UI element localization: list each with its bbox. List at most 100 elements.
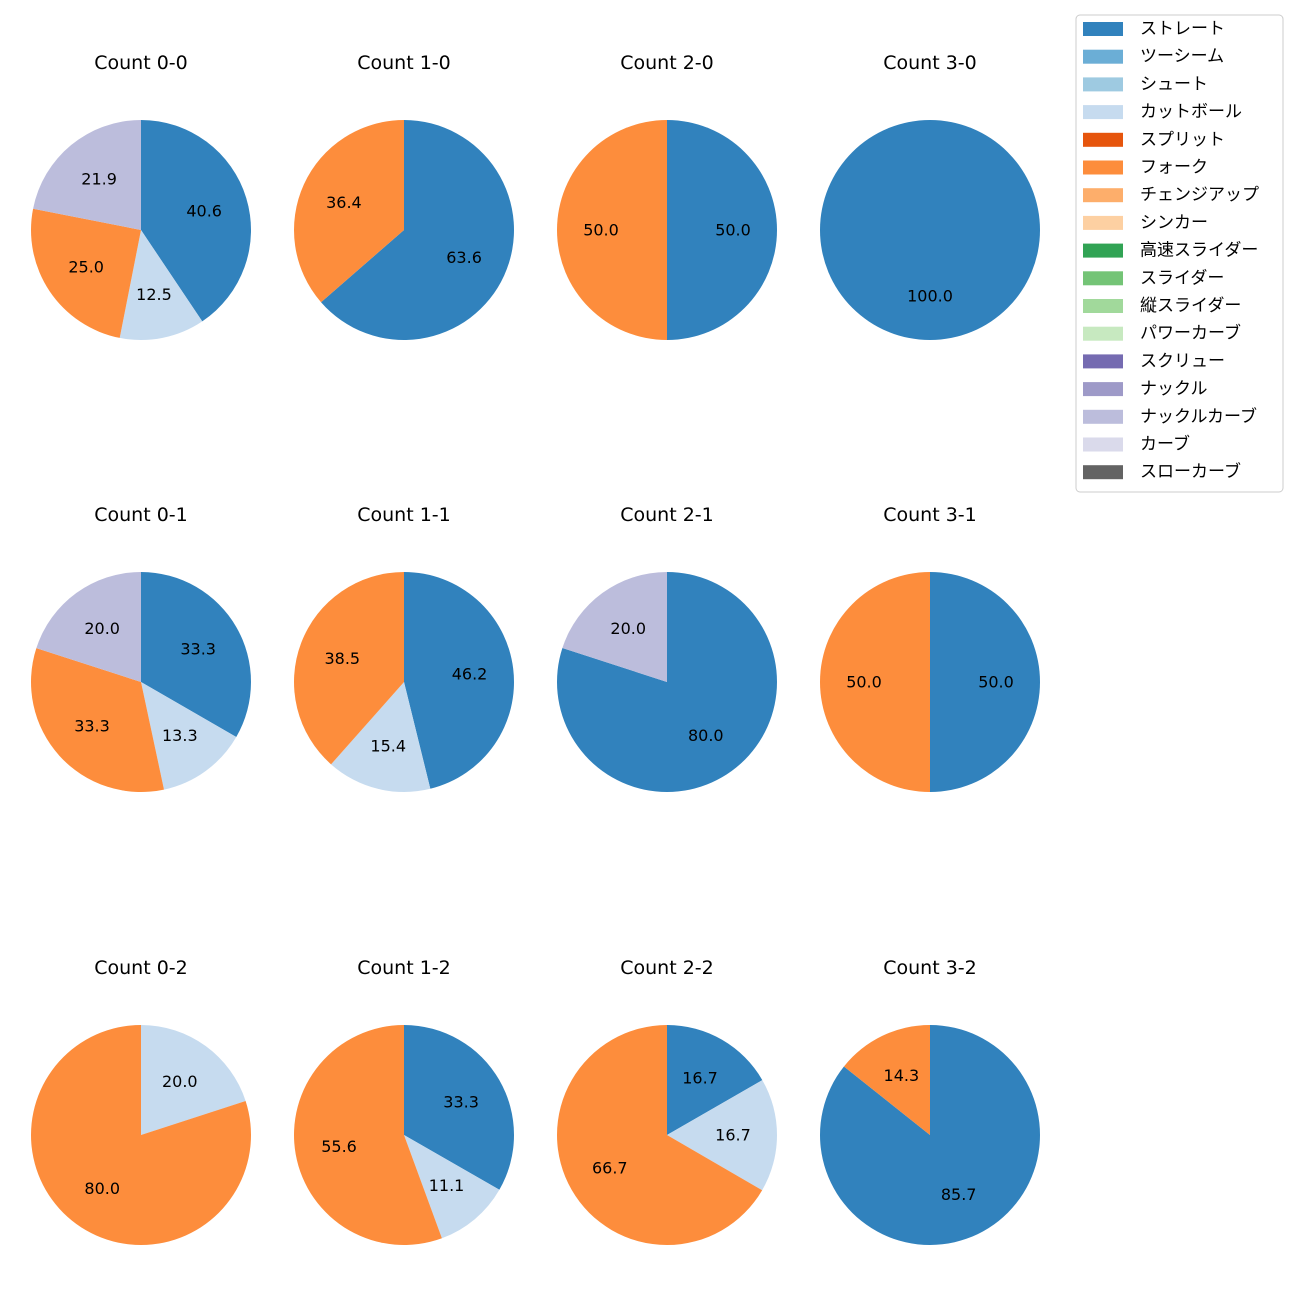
pie-count-3-1: Count 3-1 50.0 50.0 xyxy=(820,504,1040,792)
legend: ストレートツーシームシュートカットボールスプリットフォークチェンジアップシンカー… xyxy=(1075,14,1284,493)
pie-slice xyxy=(119,230,203,340)
pie-slice xyxy=(667,1025,763,1135)
legend-item: スライダー xyxy=(1083,268,1224,288)
pie-slice xyxy=(141,572,251,737)
slice-label: 100.0 xyxy=(907,287,953,306)
legend-item: カーブ xyxy=(1083,434,1190,455)
pie-count-1-1: Count 1-1 46.2 15.4 38.5 xyxy=(294,504,514,792)
pies-group: Count 0-0 40.6 12.5 25.0 21.9 Count 1-0 63.6 36… xyxy=(30,52,1040,1246)
pie-count-0-1: Count 0-1 33.3 13.3 33.3 20.0 xyxy=(30,504,251,792)
legend-item: スクリュー xyxy=(1083,351,1225,371)
slice-label: 55.6 xyxy=(321,1137,357,1156)
pie-slice xyxy=(820,572,930,792)
legend-swatch xyxy=(1083,326,1123,341)
pie-count-2-1: Count 2-1 80.0 20.0 xyxy=(557,504,777,792)
legend-item: シュート xyxy=(1083,74,1208,94)
slice-label: 13.3 xyxy=(162,726,198,745)
legend-item: パワーカーブ xyxy=(1083,323,1241,344)
legend-label: スローカーブ xyxy=(1140,461,1241,482)
pie-slice xyxy=(843,1025,930,1135)
legend-item: ナックル xyxy=(1083,379,1208,399)
legend-label: シュート xyxy=(1140,74,1208,94)
legend-label: ツーシーム xyxy=(1140,47,1224,67)
pie-title: Count 3-2 xyxy=(883,957,977,979)
pie-title: Count 2-1 xyxy=(620,504,714,526)
pie-title: Count 0-2 xyxy=(94,957,188,979)
slice-label: 50.0 xyxy=(978,673,1014,692)
pie-slice xyxy=(930,572,1040,792)
legend-swatch xyxy=(1083,382,1123,397)
legend-swatch xyxy=(1083,271,1123,286)
legend-swatch xyxy=(1083,105,1123,120)
pie-slice xyxy=(557,120,667,340)
slice-label: 12.5 xyxy=(136,285,172,304)
legend-label: パワーカーブ xyxy=(1140,323,1241,344)
pie-slice xyxy=(404,1025,514,1190)
pie-slice xyxy=(331,682,431,792)
slice-label: 11.1 xyxy=(429,1176,465,1195)
legend-swatch xyxy=(1083,354,1123,369)
slice-label: 36.4 xyxy=(326,193,362,212)
slice-label: 38.5 xyxy=(324,649,360,668)
pie-slice xyxy=(30,1025,251,1245)
legend-item: 縦スライダー xyxy=(1083,296,1241,316)
pie-count-0-2: Count 0-2 20.0 80.0 xyxy=(30,957,251,1245)
pie-count-1-0: Count 1-0 63.6 36.4 xyxy=(294,52,514,340)
pie-slice xyxy=(404,572,514,789)
slice-label: 16.7 xyxy=(715,1126,751,1145)
legend-label: カーブ xyxy=(1140,434,1190,455)
legend-item: 高速スライダー xyxy=(1083,241,1258,261)
pie-slice xyxy=(562,572,667,682)
slice-label: 20.0 xyxy=(162,1072,198,1091)
pie-slice xyxy=(141,1025,246,1135)
slice-label: 33.3 xyxy=(443,1092,479,1111)
pie-slice xyxy=(141,682,237,790)
slice-label: 80.0 xyxy=(688,726,724,745)
pie-title: Count 1-2 xyxy=(357,957,451,979)
legend-item: ツーシーム xyxy=(1083,47,1224,67)
legend-item: シンカー xyxy=(1083,213,1208,233)
pie-slice xyxy=(293,1025,442,1246)
legend-label: ストレート xyxy=(1140,19,1225,39)
legend-swatch xyxy=(1083,77,1123,92)
legend-label: カットボール xyxy=(1140,102,1242,122)
slice-label: 14.3 xyxy=(884,1066,920,1085)
legend-swatch xyxy=(1083,160,1123,175)
pie-title: Count 2-0 xyxy=(620,52,714,74)
legend-label: 高速スライダー xyxy=(1140,241,1258,261)
slice-label: 33.3 xyxy=(74,717,110,736)
slice-label: 15.4 xyxy=(370,737,406,756)
legend-item: チェンジアップ xyxy=(1083,185,1259,205)
legend-item: フォーク xyxy=(1083,158,1208,178)
pie-slice xyxy=(36,572,141,682)
pie-count-1-2: Count 1-2 33.3 11.1 55.6 xyxy=(293,957,514,1246)
legend-item: カットボール xyxy=(1083,102,1242,122)
legend-swatch xyxy=(1083,409,1123,424)
legend-swatch xyxy=(1083,22,1123,36)
pie-count-2-2: Count 2-2 16.7 16.7 66.7 xyxy=(557,957,777,1245)
legend-swatch xyxy=(1083,465,1123,480)
slice-label: 16.7 xyxy=(682,1068,718,1087)
legend-swatch xyxy=(1083,215,1123,230)
slice-label: 50.0 xyxy=(715,221,751,240)
pie-slice xyxy=(667,1080,777,1191)
legend-label: スライダー xyxy=(1140,268,1224,288)
pie-slice xyxy=(294,119,404,303)
pie-slice xyxy=(294,572,404,765)
legend-label: ナックルカーブ xyxy=(1140,406,1257,427)
legend-swatch xyxy=(1083,49,1123,64)
pie-slice xyxy=(820,120,1040,340)
legend-label: ナックル xyxy=(1140,379,1208,399)
pie-title: Count 1-0 xyxy=(357,52,451,74)
legend-swatch xyxy=(1083,188,1123,203)
pie-slice xyxy=(404,1135,500,1239)
pie-slice xyxy=(141,120,251,322)
legend-label: シンカー xyxy=(1140,213,1208,233)
pie-slice xyxy=(33,120,141,230)
slice-label: 46.2 xyxy=(452,665,488,684)
slice-label: 50.0 xyxy=(583,221,619,240)
pie-count-3-2: Count 3-2 85.7 14.3 xyxy=(819,957,1040,1246)
pie-count-3-0: Count 3-0 100.0 xyxy=(820,52,1040,340)
legend-swatch xyxy=(1083,132,1123,147)
